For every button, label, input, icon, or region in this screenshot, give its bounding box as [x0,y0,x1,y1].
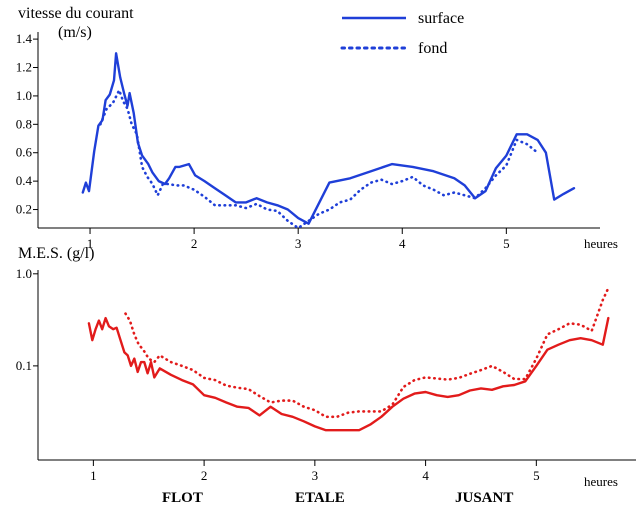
legend-label-fond: fond [418,40,447,57]
phase-label-etale: ETALE [295,490,345,506]
top-plot-area: 1 2 3 4 5 0.2 0.4 0.6 0.8 1.0 1.2 1.4 [16,31,600,251]
bottom-x-tick-label: 2 [201,468,208,483]
phase-label-jusant: JUSANT [455,490,513,506]
bottom-x-tick-label: 1 [90,468,97,483]
top-y-tick-label: 0.6 [16,145,33,160]
top-y-tick-label: 1.0 [16,88,32,103]
bottom-x-tick-label: 3 [312,468,319,483]
legend-label-surface: surface [418,10,464,27]
legend: surface fond [340,10,464,57]
bottom-ylabel: M.E.S. (g/l) [18,245,94,262]
top-y-tick-label: 0.8 [16,116,32,131]
top-series-fond-dotted [99,88,539,230]
top-xlabel: heures [584,236,618,251]
top-y-tick-label: 1.2 [16,60,32,75]
bottom-series-line-2-dotted [124,286,610,419]
bottom-xlabel: heures [584,474,618,489]
bottom-y-tick-label: 1.0 [16,266,32,281]
top-x-tick-label: 2 [191,236,198,251]
bottom-series-line-1-solid [87,316,610,432]
top-y-tick-label: 1.4 [16,31,33,46]
top-yunit: (m/s) [58,24,92,41]
top-ylabel: vitesse du courant [18,5,134,22]
phase-label-flot: FLOT [162,490,203,506]
top-x-tick-label: 1 [87,236,94,251]
top-series-surface-solid [81,52,576,225]
top-x-tick-label: 5 [503,236,510,251]
bottom-y-tick-label: 0.1 [16,358,32,373]
bottom-plot-area: 1 2 3 4 5 0.1 1.0 [16,266,636,483]
top-x-tick-label: 4 [399,236,406,251]
bottom-x-tick-label: 5 [533,468,540,483]
top-y-tick-label: 0.2 [16,202,32,217]
bottom-x-tick-label: 4 [422,468,429,483]
top-y-tick-label: 0.4 [16,173,33,188]
top-x-tick-label: 3 [295,236,302,251]
